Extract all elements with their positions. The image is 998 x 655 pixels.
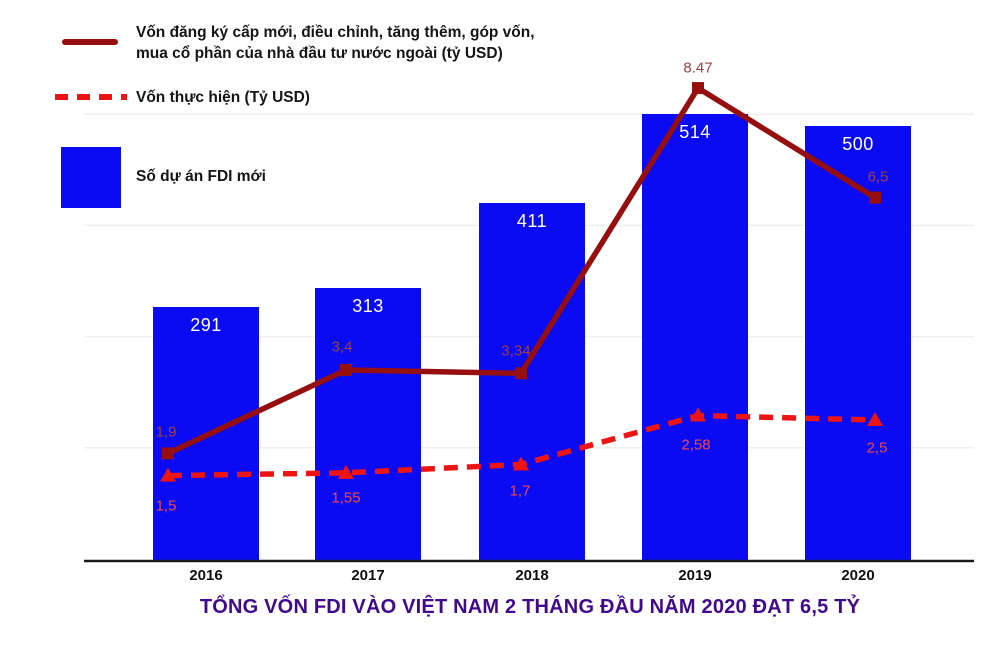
registered-capital-label-2016: 1,9: [155, 423, 177, 441]
bar-2018: 411: [479, 203, 585, 560]
bar-value-label-2016: 291: [190, 315, 222, 336]
realized-capital-label-2016: 1,5: [155, 497, 177, 515]
registered-capital-label-2020: 6,5: [867, 168, 889, 186]
realized-capital-label-2019: 2,58: [681, 436, 711, 454]
x-axis-label-2020: 2020: [841, 567, 875, 584]
bar-value-label-2019: 514: [679, 121, 711, 142]
legend-dashed-line-swatch: [55, 94, 127, 100]
bar-2019: 514: [642, 113, 748, 560]
legend-label-registered-capital: Vốn đăng ký cấp mới, điều chỉnh, tăng th…: [136, 22, 535, 64]
bar-2017: 313: [315, 288, 421, 560]
realized-capital-label-2017: 1,55: [331, 489, 361, 507]
registered-capital-label-2019: 8.47: [683, 59, 713, 77]
legend-solid-line-swatch: [62, 39, 118, 45]
realized-capital-label-2018: 1,7: [509, 482, 531, 500]
bar-value-label-2020: 500: [842, 134, 874, 154]
bar-value-label-2017: 313: [352, 296, 384, 317]
legend-label-registered-capital-line2: mua cổ phần của nhà đầu tư nước ngoài (t…: [136, 45, 503, 62]
x-axis-label-2016: 2016: [189, 567, 223, 584]
realized-capital-label-2020: 2,5: [866, 439, 888, 457]
x-axis-label-2019: 2019: [678, 567, 712, 584]
legend-label-registered-capital-line1: Vốn đăng ký cấp mới, điều chỉnh, tăng th…: [136, 24, 535, 41]
legend-bar-swatch: [61, 147, 121, 208]
x-axis-label-2018: 2018: [515, 567, 549, 584]
registered-capital-label-2018: 3,34: [501, 342, 531, 360]
x-axis-label-2017: 2017: [351, 567, 385, 584]
bar-value-label-2018: 411: [516, 211, 548, 232]
bar-2020: 500: [805, 126, 911, 560]
registered-capital-label-2017: 3,4: [331, 338, 353, 356]
chart-title: TỔNG VỐN FDI VÀO VIỆT NAM 2 THÁNG ĐẦU NĂ…: [199, 596, 861, 618]
